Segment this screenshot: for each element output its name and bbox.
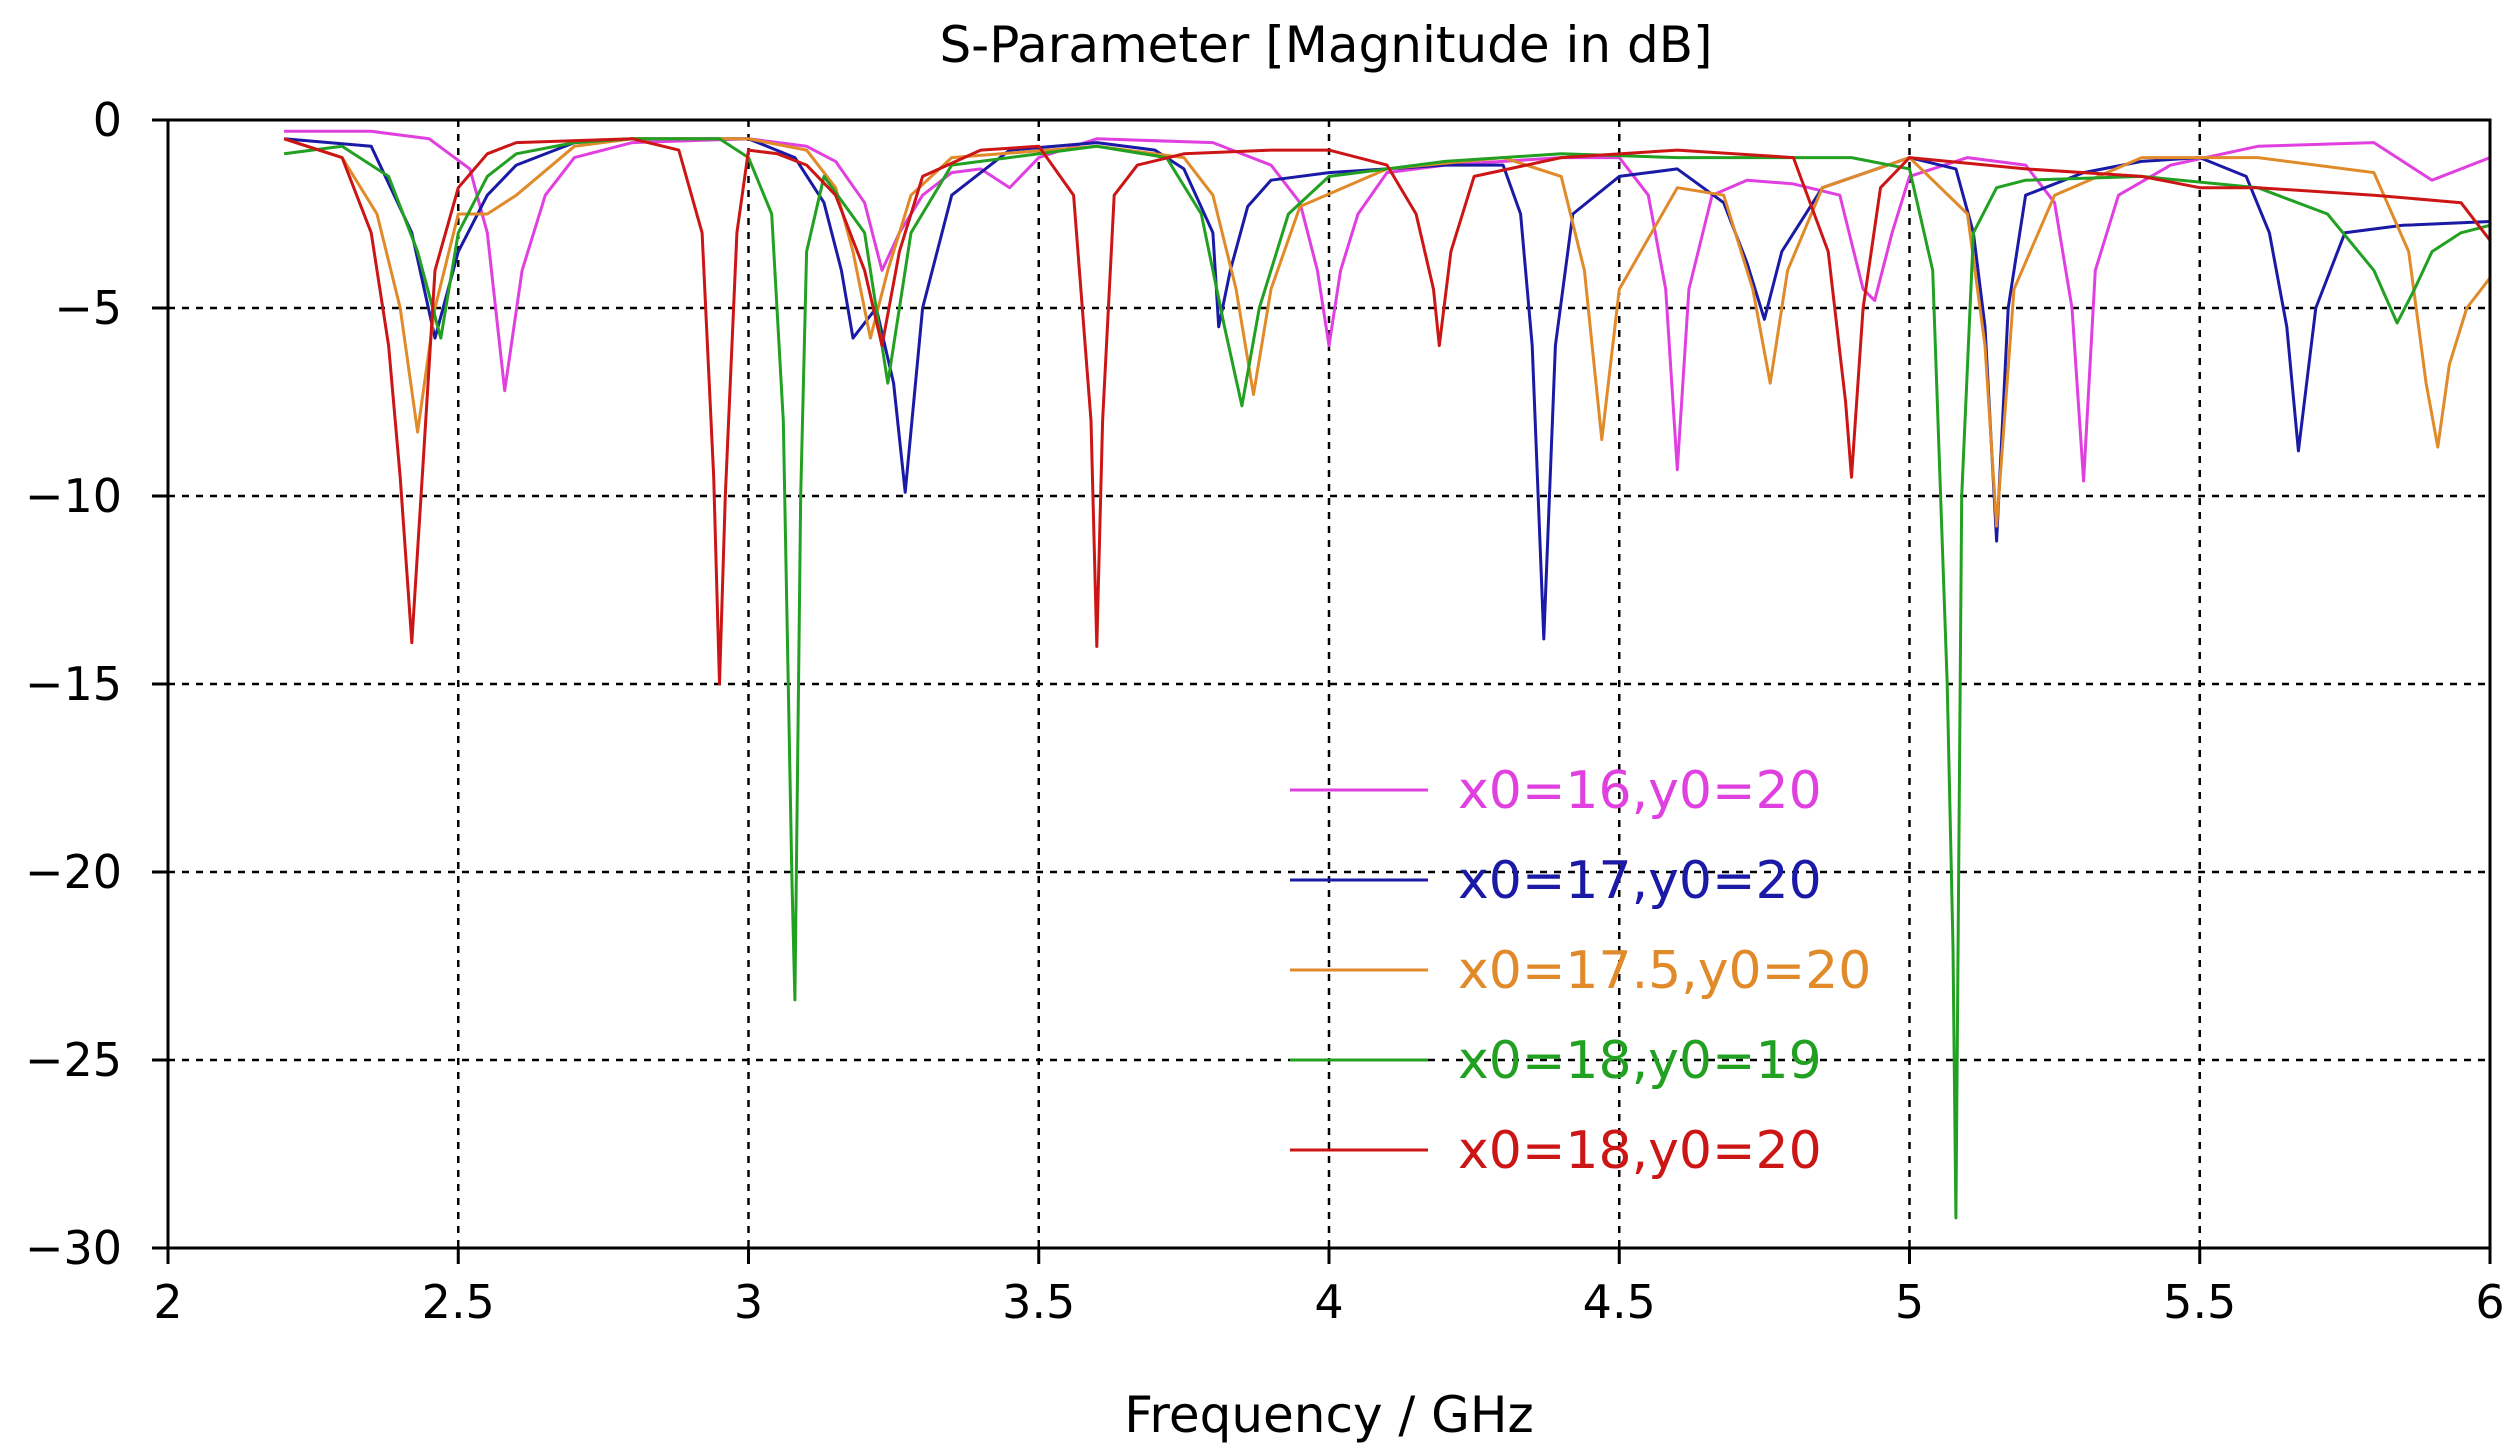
chart-title: S-Parameter [Magnitude in dB] — [939, 16, 1712, 74]
y-tick-label: −30 — [25, 1221, 122, 1275]
y-tick-label: −20 — [25, 845, 122, 899]
y-tick-label: −5 — [54, 281, 122, 335]
x-tick-label: 3 — [734, 1275, 763, 1329]
grid-lines — [168, 120, 2490, 1248]
legend-label: x0=17.5,y0=20 — [1458, 941, 1871, 1001]
y-axis-ticks: 0 −5 −10 −15 −20 −25 −30 — [25, 93, 168, 1275]
x-axis-ticks: 2 2.5 3 3.5 4 4.5 5 5.5 6 — [153, 1248, 2505, 1329]
legend-label: x0=17,y0=20 — [1458, 851, 1822, 911]
series-layer — [283, 129, 2492, 1220]
y-tick-label: −25 — [25, 1033, 122, 1087]
legend-label: x0=16,y0=20 — [1458, 761, 1822, 821]
x-tick-label: 4.5 — [1583, 1275, 1656, 1329]
x-tick-label: 5.5 — [2163, 1275, 2236, 1329]
x-axis-title: Frequency / GHz — [1124, 1386, 1534, 1444]
y-tick-label: −10 — [25, 469, 122, 523]
legend-label: x0=18,y0=19 — [1458, 1031, 1822, 1091]
x-tick-label: 3.5 — [1002, 1275, 1075, 1329]
legend-label: x0=18,y0=20 — [1458, 1121, 1822, 1181]
x-tick-label: 4 — [1314, 1275, 1343, 1329]
legend: x0=16,y0=20 x0=17,y0=20 x0=17.5,y0=20 x0=18… — [1290, 761, 1871, 1181]
series-line-5 — [283, 137, 2492, 686]
x-tick-label: 5 — [1895, 1275, 1924, 1329]
y-tick-label: −15 — [25, 657, 122, 711]
y-tick-label: 0 — [93, 93, 122, 147]
x-tick-label: 2 — [153, 1275, 182, 1329]
series-line-1 — [284, 129, 2491, 483]
x-tick-label: 6 — [2475, 1275, 2504, 1329]
x-tick-label: 2.5 — [422, 1275, 495, 1329]
